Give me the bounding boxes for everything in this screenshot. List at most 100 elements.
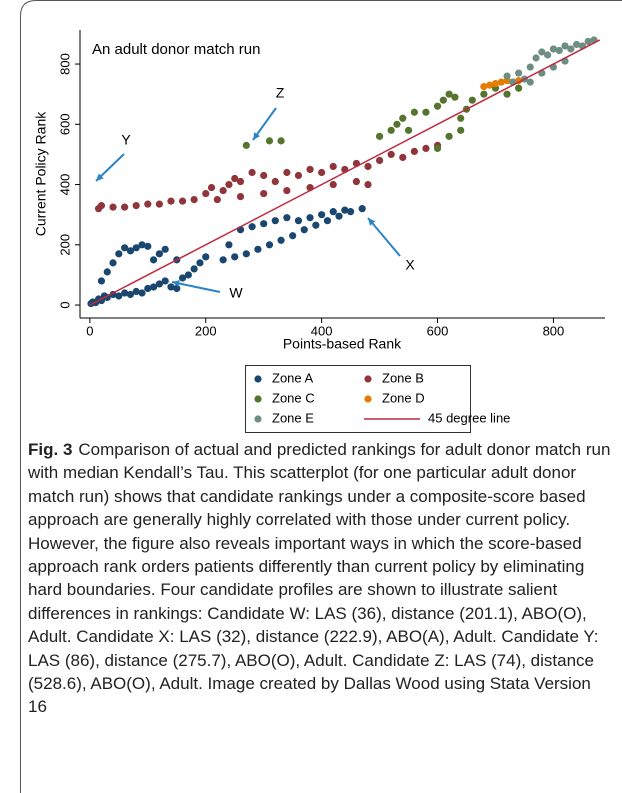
point (231, 253, 239, 261)
annotation-arrow (367, 217, 401, 257)
point (173, 284, 181, 293)
annotation-arrow (171, 281, 221, 293)
point (347, 208, 355, 216)
point (480, 90, 488, 98)
point (260, 220, 268, 228)
point (213, 196, 221, 204)
point (225, 241, 233, 249)
point (445, 90, 453, 98)
point (121, 289, 129, 297)
point (318, 168, 326, 177)
point (503, 90, 511, 98)
point (161, 245, 169, 253)
point (277, 137, 285, 145)
annotation: Y (121, 132, 131, 148)
point (294, 217, 303, 225)
point (567, 45, 575, 53)
point (109, 203, 117, 211)
point (126, 247, 135, 255)
point (202, 189, 210, 198)
caption: Fig. 3 Comparison of actual and predicted… (28, 438, 613, 719)
point (497, 78, 505, 86)
point (283, 214, 291, 222)
caption-label: Fig. 3 (28, 440, 73, 459)
point (445, 132, 453, 140)
point (138, 289, 146, 297)
point (236, 177, 245, 186)
legend-swatch (254, 375, 262, 383)
point (260, 171, 268, 180)
annotation: W (229, 285, 243, 301)
point (433, 102, 442, 110)
point (202, 253, 210, 261)
point (289, 232, 297, 240)
point (254, 245, 262, 253)
legend-swatch (364, 375, 372, 383)
point (468, 96, 476, 104)
y-tick-label: 0 (57, 301, 72, 308)
point (544, 51, 552, 59)
x-tick-label: 200 (195, 323, 217, 338)
legend-swatch (254, 395, 262, 403)
point (219, 186, 227, 195)
point (422, 108, 430, 116)
point (515, 69, 523, 77)
point (480, 83, 488, 91)
point (248, 168, 256, 177)
point (103, 268, 111, 276)
x-tick-label: 400 (311, 323, 333, 338)
point (439, 96, 447, 104)
reference-line (89, 39, 601, 306)
point (283, 168, 291, 177)
point (503, 72, 511, 80)
point (318, 211, 326, 219)
frame-border (20, 0, 622, 793)
point (323, 217, 332, 225)
y-axis-label: Current Policy Rank (33, 111, 49, 236)
point (121, 203, 129, 211)
point (404, 126, 413, 134)
legend-swatch (254, 415, 262, 423)
x-tick-label: 0 (86, 323, 93, 338)
point (190, 265, 198, 273)
point (219, 256, 227, 264)
point (271, 217, 279, 225)
point (584, 37, 592, 46)
point (265, 137, 274, 145)
point (155, 200, 163, 208)
point (144, 242, 152, 250)
point (335, 212, 343, 220)
point (352, 177, 361, 186)
point (375, 156, 384, 165)
point (271, 177, 279, 186)
legend-label: Zone D (382, 390, 425, 405)
point (457, 114, 465, 122)
point (526, 63, 534, 71)
point (283, 186, 291, 195)
point (387, 126, 395, 134)
point (393, 120, 401, 128)
point (329, 180, 337, 189)
y-tick-label: 800 (57, 53, 72, 75)
point (109, 259, 117, 267)
annotation-arrowhead (368, 218, 376, 226)
annotation-arrowhead (96, 173, 104, 181)
point (422, 144, 430, 152)
point (144, 284, 152, 293)
point (167, 283, 175, 291)
point (364, 162, 372, 171)
point (132, 244, 140, 252)
annotation: Z (276, 85, 285, 101)
point (306, 214, 314, 222)
legend-label: Zone A (272, 370, 314, 385)
point (242, 141, 250, 149)
legend-box (245, 365, 471, 433)
point (410, 147, 418, 156)
point (126, 290, 135, 299)
point (561, 42, 569, 50)
point (555, 46, 563, 55)
chart: An adult donor match run Points-based Ra… (33, 30, 605, 433)
point (358, 205, 366, 213)
y-tick-label: 200 (57, 234, 72, 256)
